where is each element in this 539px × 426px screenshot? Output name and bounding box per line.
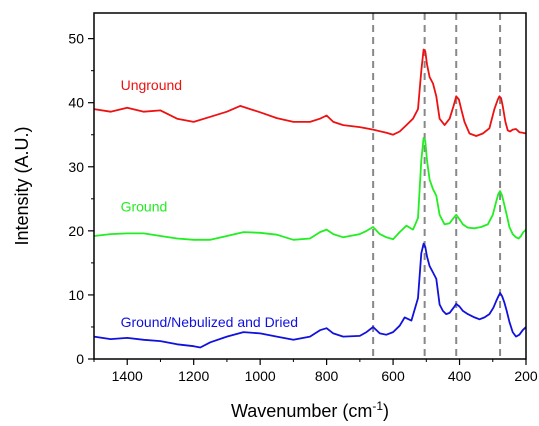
y-axis-title: Intensity (A.U.) (12, 126, 32, 245)
axes: 1400 1200 1000 800 600 400 200 0 10 20 30 40 50 (68, 12, 538, 384)
y-tick-label-0: 0 (76, 351, 84, 367)
series-label-1: Ground (121, 199, 168, 215)
y-tick-label-20: 20 (68, 223, 84, 239)
reference-lines (372, 13, 502, 359)
y-tick-label-30: 30 (68, 159, 84, 175)
y-tick-label-50: 50 (68, 31, 84, 47)
series-line-0 (93, 48, 527, 137)
series-layer: Unground Ground Ground/Nebulized and Dried (93, 48, 527, 349)
plot-frame (93, 12, 527, 360)
series-label-2: Ground/Nebulized and Dried (121, 314, 298, 330)
x-tick-label-800: 800 (315, 368, 339, 384)
x-axis-title: Wavenumber (cm-1) (231, 399, 389, 421)
series-line-1 (93, 136, 527, 241)
x-axis-title-superscript: -1 (372, 399, 383, 413)
y-tick-label-40: 40 (68, 95, 84, 111)
x-tick-label-200: 200 (514, 368, 538, 384)
x-tick-label-1000: 1000 (245, 368, 276, 384)
x-tick-label-1200: 1200 (178, 368, 209, 384)
x-tick-label-600: 600 (381, 368, 405, 384)
series-label-0: Unground (121, 77, 183, 93)
series-line-2 (93, 242, 527, 349)
y-tick-label-10: 10 (68, 287, 84, 303)
x-tick-label-1400: 1400 (112, 368, 143, 384)
x-tick-label-400: 400 (448, 368, 472, 384)
